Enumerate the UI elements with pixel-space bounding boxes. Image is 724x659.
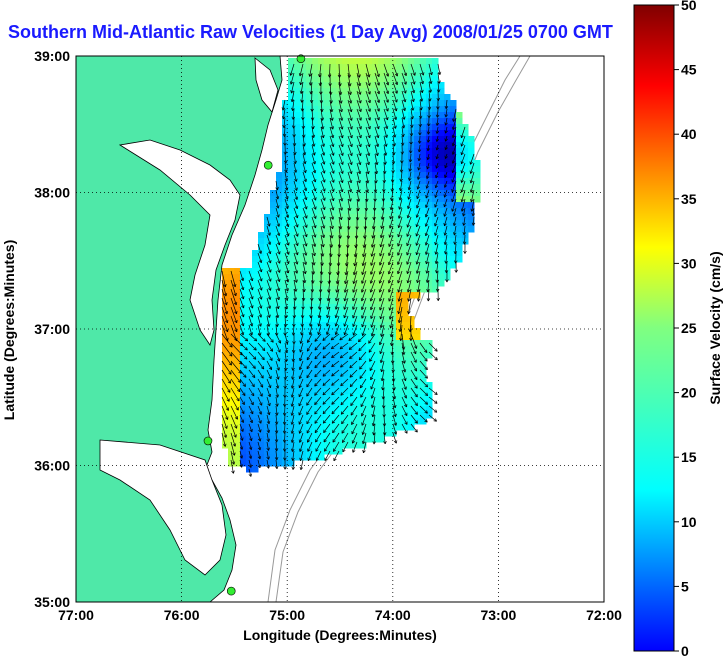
colorbar-tick-label: 15 <box>681 449 697 465</box>
lon-tick-label: 73:00 <box>480 607 516 623</box>
colorbar-tick-label: 25 <box>681 320 697 336</box>
lat-tick-label: 35:00 <box>34 594 70 610</box>
map-title: Southern Mid-Atlantic Raw Velocities (1 … <box>8 22 613 42</box>
radar-station-marker <box>263 160 273 170</box>
graticule <box>76 56 604 602</box>
lon-tick-label: 74:00 <box>375 607 411 623</box>
colorbar-tick-label: 10 <box>681 514 697 530</box>
lon-tick-label: 77:00 <box>58 607 94 623</box>
velocity-vectors <box>221 63 476 477</box>
lat-tick-label: 36:00 <box>34 458 70 474</box>
colorbar-label: Surface Velocity (cm/s) <box>707 251 723 404</box>
lon-tick-label: 72:00 <box>586 607 622 623</box>
delaware-bay <box>254 57 279 113</box>
lat-tick-label: 38:00 <box>34 185 70 201</box>
colorbar-tick-label: 50 <box>681 0 697 13</box>
lat-tick-label: 37:00 <box>34 321 70 337</box>
radar-station-marker <box>226 586 236 596</box>
lat-tick-label: 39:00 <box>34 48 70 64</box>
lon-tick-label: 76:00 <box>164 607 200 623</box>
plot-frame <box>75 55 605 603</box>
colorbar <box>633 4 675 652</box>
colorbar-tick-label: 35 <box>681 191 697 207</box>
colorbar-tick-label: 40 <box>681 126 697 142</box>
y-axis-label: Latitude (Degrees:Minutes) <box>1 240 17 420</box>
radar-station-marker <box>203 436 213 446</box>
x-axis-label: Longitude (Degrees:Minutes) <box>243 627 437 643</box>
radar-station-marker <box>296 54 306 64</box>
bathymetry-contour <box>275 56 531 602</box>
colorbar-tick-label: 30 <box>681 255 697 271</box>
colorbar-tick-label: 0 <box>681 643 689 659</box>
bathymetry-contour <box>267 56 521 602</box>
pamlico-sound <box>99 439 227 576</box>
colorbar-tick-label: 45 <box>681 62 697 78</box>
lon-tick-label: 75:00 <box>269 607 305 623</box>
colorbar-tick-label: 5 <box>681 578 689 594</box>
chesapeake-bay <box>118 139 241 346</box>
colorbar-tick-label: 20 <box>681 385 697 401</box>
